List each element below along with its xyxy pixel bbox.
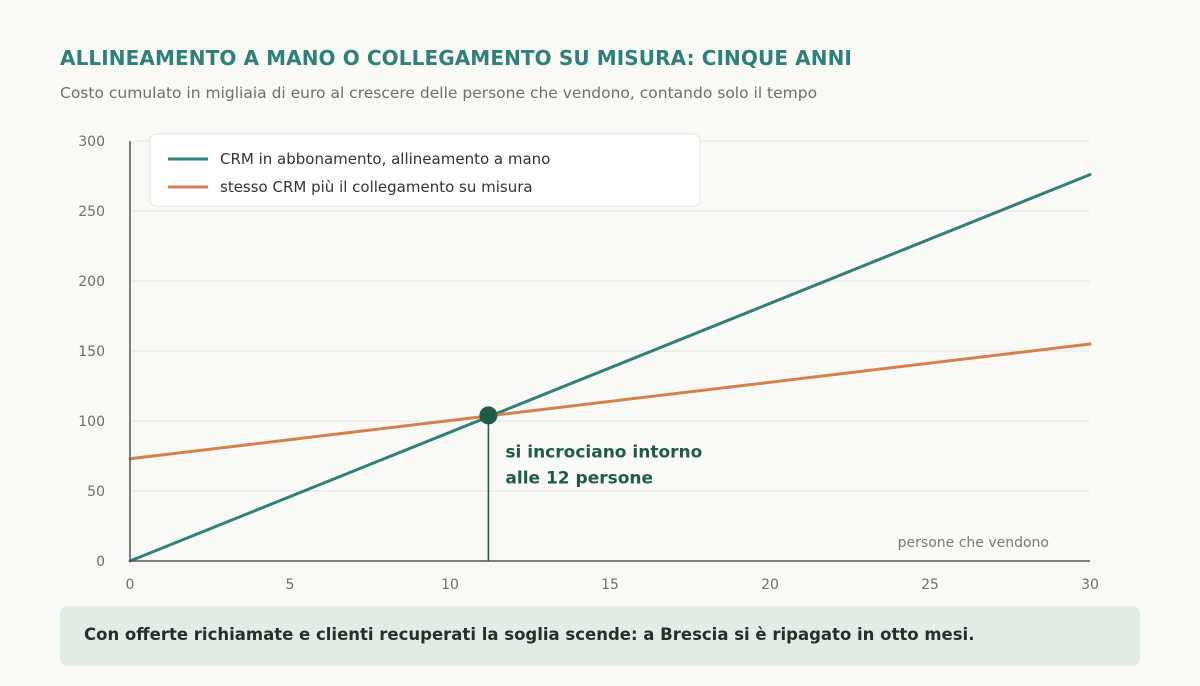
crossover-annotation: si incrociano intorno alle 12 persone (479, 406, 702, 561)
y-tick-label: 50 (87, 484, 105, 500)
crossover-label-line: alle 12 persone (505, 468, 653, 488)
chart-subtitle: Costo cumulato in migliaia di euro al cr… (60, 84, 818, 102)
y-tick-label: 0 (96, 554, 105, 570)
x-tick-label: 10 (441, 577, 459, 593)
series-line-1 (128, 173, 1092, 563)
y-tick-label: 100 (78, 414, 105, 430)
x-axis-label: persone che vendono (898, 535, 1049, 551)
legend-label-2: stesso CRM più il collegamento su misura (220, 178, 533, 196)
x-tick-label: 20 (761, 577, 779, 593)
x-tick-label: 15 (601, 577, 619, 593)
crossover-point (479, 406, 498, 425)
series-lines (128, 173, 1092, 563)
x-tick-label: 5 (286, 577, 295, 593)
chart-title: ALLINEAMENTO A MANO O COLLEGAMENTO SU MI… (60, 46, 852, 70)
series-line-2 (128, 342, 1092, 461)
axes (129, 141, 1090, 562)
x-tick-label: 25 (921, 577, 939, 593)
legend: CRM in abbonamento, allineamento a mano s… (149, 133, 701, 207)
legend-box (149, 133, 701, 207)
x-tick-label: 0 (126, 577, 135, 593)
y-tick-label: 200 (78, 274, 105, 290)
x-tick-label: 30 (1081, 577, 1099, 593)
y-tick-label: 300 (78, 134, 105, 150)
y-tick-label: 250 (78, 204, 105, 220)
line-chart: 0 50 100 150 200 250 300 0 5 10 15 20 25 30 persone c… (78, 133, 1099, 593)
y-tick-label: 150 (78, 344, 105, 360)
legend-label-1: CRM in abbonamento, allineamento a mano (220, 150, 550, 168)
crossover-label-line: si incrociano intorno (505, 442, 702, 462)
footer-note: Con offerte richiamate e clienti recuper… (84, 625, 975, 644)
tick-labels: 0 50 100 150 200 250 300 0 5 10 15 20 25 30 (78, 134, 1099, 593)
footer-note-box: Con offerte richiamate e clienti recuper… (60, 606, 1140, 666)
